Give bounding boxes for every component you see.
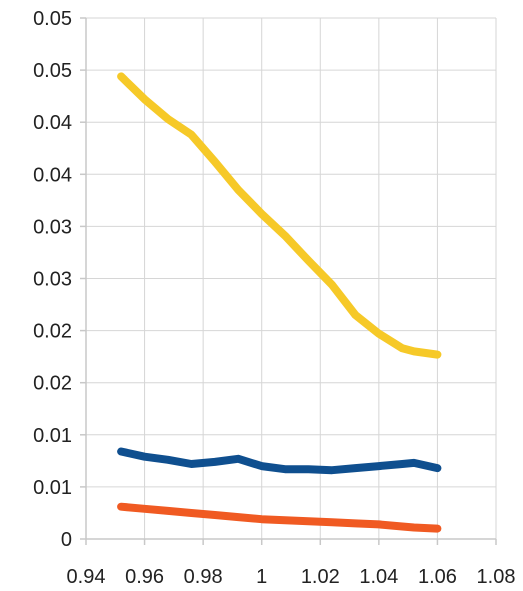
x-tick-labels: 0.94 0.96 0.98 1 1.02 1.04 1.06 1.08	[67, 566, 516, 588]
axes	[80, 17, 497, 545]
y-tick-label: 0.04	[33, 112, 72, 134]
series-line-3	[117, 502, 442, 533]
y-tick-label: 0.04	[33, 164, 72, 186]
y-tick-label: 0.05	[33, 8, 72, 30]
y-tick-label: 0.03	[33, 216, 72, 238]
y-tick-label: 0.02	[33, 373, 72, 395]
y-tick-label: 0.02	[33, 321, 72, 343]
x-tick-label: 0.96	[125, 566, 164, 588]
x-tick-label: 1.06	[418, 566, 457, 588]
y-tick-label: 0.01	[33, 425, 72, 447]
series-line-1	[117, 72, 442, 359]
y-tick-label: 0.05	[33, 60, 72, 82]
series-line-2	[117, 447, 442, 475]
x-tick-label: 1.04	[359, 566, 398, 588]
y-tick-label: 0.01	[33, 477, 72, 499]
x-tick-label: 1.02	[301, 566, 340, 588]
x-tick-label: 0.98	[184, 566, 223, 588]
x-tick-label: 1.08	[477, 566, 516, 588]
series-lines	[117, 72, 442, 533]
y-tick-label: 0.03	[33, 269, 72, 291]
y-tick-label: 0	[61, 529, 72, 551]
x-tick-label: 0.94	[67, 566, 106, 588]
x-tick-label: 1	[256, 566, 267, 588]
y-tick-labels: 0 0.01 0.01 0.02 0.02 0.03 0.03 0.04 0.04 0.05 0.0…	[33, 8, 72, 551]
